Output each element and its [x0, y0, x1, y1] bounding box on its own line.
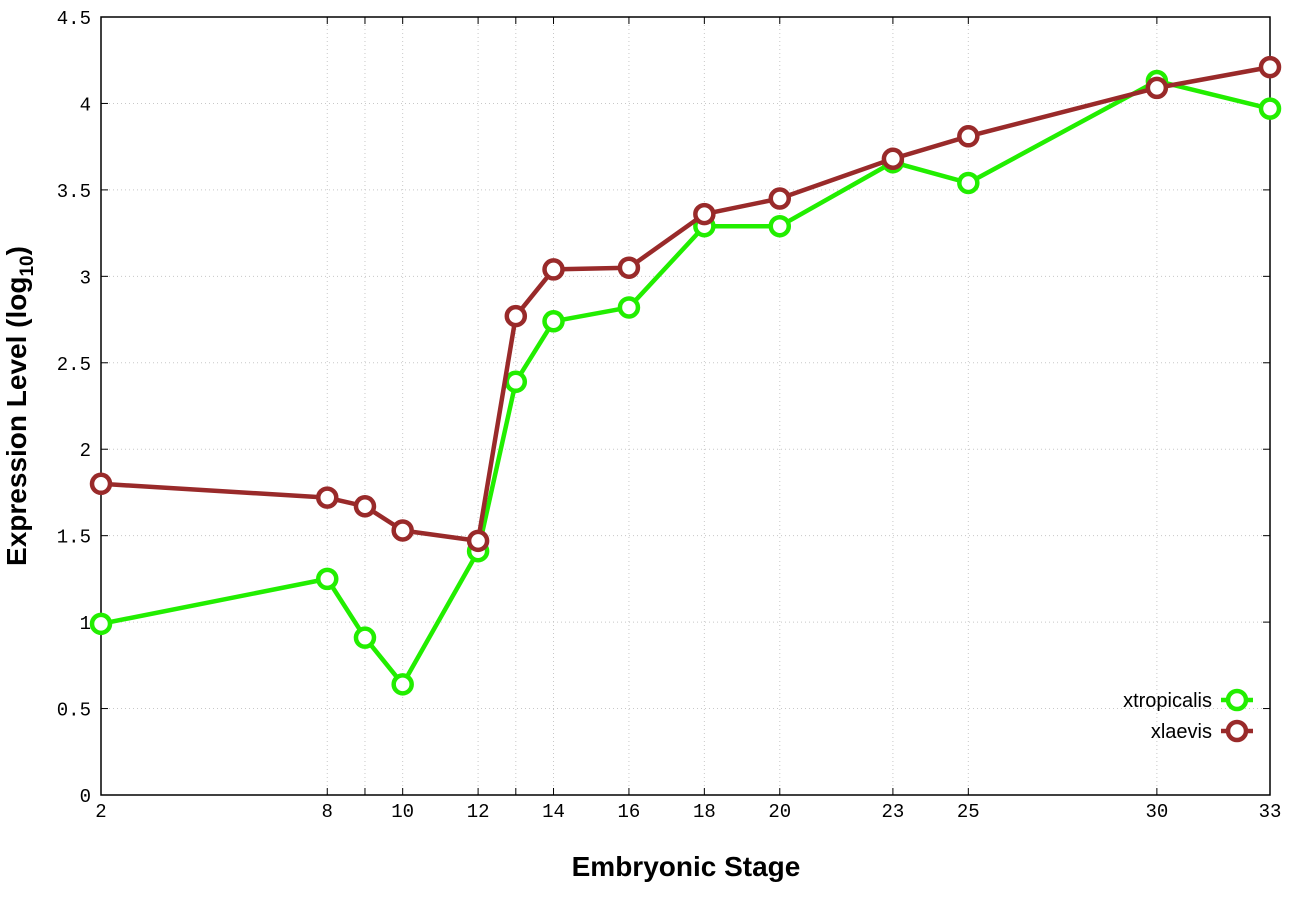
- y-tick-label: 1.5: [57, 527, 91, 549]
- data-point-xlaevis: [768, 187, 792, 210]
- series-line-xlaevis: [98, 64, 1273, 544]
- y-tick-label: 1: [80, 613, 91, 635]
- data-point-xlaevis: [1145, 76, 1169, 100]
- x-tick-label: 2: [95, 801, 106, 823]
- x-tick-label: 25: [957, 801, 980, 823]
- x-tick-label: 8: [322, 801, 333, 823]
- series-xtropicalis: [89, 69, 1282, 696]
- legend-swatch-marker-xtropicalis: [1225, 688, 1249, 712]
- data-point-xlaevis: [89, 472, 113, 496]
- y-tick-label: 2: [80, 440, 91, 462]
- legend-item-xtropicalis: xtropicalis: [1123, 688, 1253, 712]
- data-point-xtropicalis: [353, 626, 377, 649]
- data-point-xtropicalis: [542, 310, 565, 333]
- legend: xtropicalis xlaevis: [1123, 688, 1253, 743]
- series-line-xtropicalis: [98, 78, 1273, 687]
- data-point-xtropicalis: [617, 296, 641, 319]
- data-point-xtropicalis: [89, 612, 113, 636]
- y-axis-title-tail: ): [1, 246, 32, 255]
- legend-swatch-marker-xlaevis: [1225, 719, 1249, 743]
- data-point-xlaevis: [391, 519, 414, 542]
- legend-label-xtropicalis: xtropicalis: [1123, 690, 1212, 712]
- y-axis-title-main: Expression Level (log: [1, 277, 32, 566]
- data-point-xtropicalis: [391, 673, 414, 696]
- data-point-xlaevis: [957, 125, 980, 148]
- series-xlaevis: [89, 55, 1282, 553]
- x-tick-label: 12: [467, 801, 490, 823]
- x-axis-title: Embryonic Stage: [572, 851, 801, 882]
- y-tick-label: 3: [80, 267, 91, 289]
- y-axis-title: Expression Level (log10): [1, 246, 38, 566]
- y-tick-label: 3.5: [57, 181, 91, 203]
- x-tick-label: 20: [768, 801, 791, 823]
- data-point-xtropicalis: [768, 214, 792, 238]
- data-point-xtropicalis: [957, 171, 980, 195]
- data-point-xlaevis: [466, 529, 490, 553]
- data-point-xlaevis: [316, 486, 339, 509]
- x-tick-label: 33: [1259, 801, 1282, 823]
- x-tick-label: 14: [542, 801, 565, 823]
- data-point-xlaevis: [542, 258, 565, 281]
- x-tick-label: 18: [693, 801, 716, 823]
- data-point-xtropicalis: [316, 567, 339, 591]
- x-tick-label: 16: [618, 801, 641, 823]
- legend-item-xlaevis: xlaevis: [1151, 719, 1253, 743]
- grid: [101, 17, 1270, 795]
- data-point-xlaevis: [617, 256, 641, 279]
- series-layer: [89, 55, 1282, 696]
- legend-label-xlaevis: xlaevis: [1151, 721, 1212, 743]
- x-tick-label: 10: [391, 801, 414, 823]
- x-axis: 2 8 10 12 14 16 18 20 23 25 30 33: [95, 17, 1281, 823]
- data-point-xlaevis: [881, 147, 905, 171]
- data-point-xlaevis: [353, 495, 377, 518]
- data-point-xlaevis: [504, 304, 528, 328]
- data-point-xlaevis: [693, 202, 716, 226]
- y-axis: 0 0.5 1 1.5 2 2.5 3 3.5 4 4.5: [57, 8, 1270, 808]
- data-point-xtropicalis: [504, 370, 528, 394]
- data-point-xlaevis: [1258, 55, 1282, 79]
- x-tick-label: 30: [1145, 801, 1168, 823]
- plot-frame: [100, 16, 1271, 796]
- y-tick-label: 0.5: [57, 700, 91, 722]
- x-tick-label: 23: [881, 801, 904, 823]
- y-tick-label: 2.5: [57, 354, 91, 376]
- data-point-xtropicalis: [1258, 97, 1282, 120]
- y-tick-label: 4: [80, 94, 91, 116]
- y-tick-label: 4.5: [57, 8, 91, 30]
- y-axis-title-subscript: 10: [17, 255, 38, 276]
- y-tick-label: 0: [80, 786, 91, 808]
